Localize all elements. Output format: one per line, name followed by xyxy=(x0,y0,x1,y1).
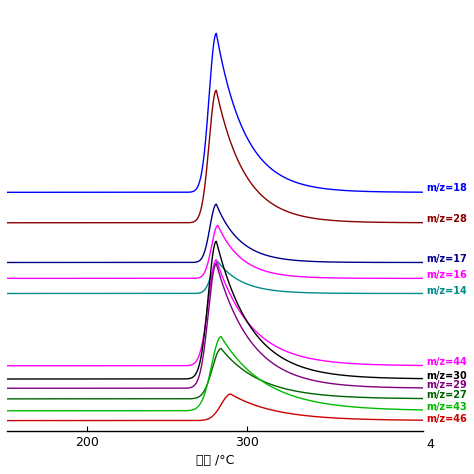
Text: m/z=18: m/z=18 xyxy=(427,183,467,193)
Text: m/z=14: m/z=14 xyxy=(427,286,467,296)
Text: m/z=17: m/z=17 xyxy=(427,254,467,264)
Text: m/z=46: m/z=46 xyxy=(427,414,467,424)
Text: m/z=27: m/z=27 xyxy=(427,391,467,401)
Text: m/z=43: m/z=43 xyxy=(427,402,467,412)
Text: m/z=28: m/z=28 xyxy=(427,214,467,224)
Text: m/z=16: m/z=16 xyxy=(427,270,467,280)
Text: m/z=29: m/z=29 xyxy=(427,380,467,390)
Text: 4: 4 xyxy=(427,438,435,451)
Text: m/z=44: m/z=44 xyxy=(427,357,467,367)
X-axis label: 温度 /°C: 温度 /°C xyxy=(196,454,234,467)
Text: m/z=30: m/z=30 xyxy=(427,371,467,381)
